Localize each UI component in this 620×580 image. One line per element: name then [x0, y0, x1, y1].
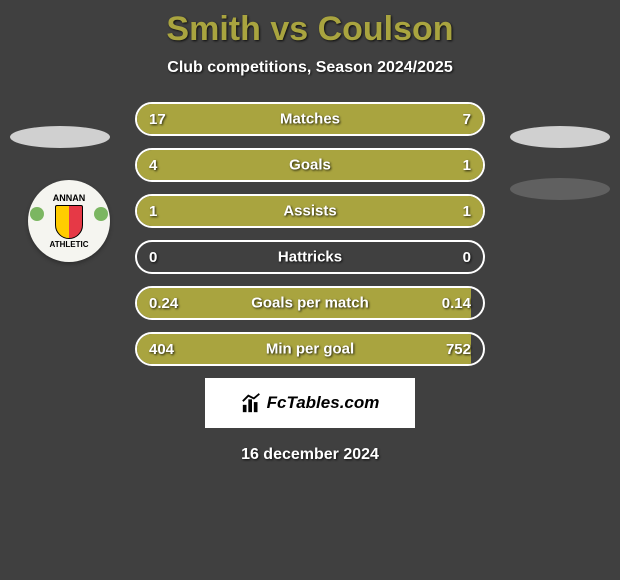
club-badge: ANNAN ATHLETIC [28, 180, 110, 262]
subtitle: Club competitions, Season 2024/2025 [0, 59, 620, 77]
footer-logo-text: FcTables.com [267, 393, 380, 413]
badge-bottom-text: ATHLETIC [50, 241, 89, 249]
stat-label: Assists [283, 203, 336, 220]
stat-bar: 17 7 Matches [135, 102, 485, 136]
stat-left-value: 0 [149, 249, 157, 266]
stat-bar: 0 0 Hattricks [135, 240, 485, 274]
chart-icon [241, 392, 263, 414]
player-right-placeholder-1 [510, 126, 610, 148]
stat-left-value: 0.24 [149, 295, 178, 312]
stat-right-value: 7 [463, 111, 471, 128]
page-title: Smith vs Coulson [0, 10, 620, 49]
stat-label: Goals [289, 157, 331, 174]
thistle-left-icon [30, 207, 44, 221]
footer-date: 16 december 2024 [0, 446, 620, 464]
stat-right-segment: 752 [471, 334, 483, 364]
player-right-placeholder-2 [510, 178, 610, 200]
stat-right-segment: 0.14 [471, 288, 483, 318]
stat-right-segment: 1 [414, 150, 483, 180]
comparison-chart: Smith vs Coulson Club competitions, Seas… [0, 0, 620, 464]
stat-right-value: 0.14 [442, 295, 471, 312]
stats-list: 17 7 Matches 4 1 Goals 1 1 Assists 0 0 Hattricks 0.2… [135, 102, 485, 366]
stat-bar: 404 752 Min per goal [135, 332, 485, 366]
stat-left-segment: 17 [137, 104, 382, 134]
stat-left-value: 17 [149, 111, 166, 128]
badge-content: ANNAN ATHLETIC [35, 187, 103, 255]
stat-label: Hattricks [278, 249, 342, 266]
badge-shield-icon [55, 205, 83, 239]
stat-left-segment: 4 [137, 150, 414, 180]
stat-right-value: 1 [463, 157, 471, 174]
stat-bar: 0.24 0.14 Goals per match [135, 286, 485, 320]
stat-left-value: 1 [149, 203, 157, 220]
stat-label: Goals per match [251, 295, 369, 312]
badge-top-text: ANNAN [53, 194, 86, 203]
stat-label: Min per goal [266, 341, 354, 358]
stat-right-value: 0 [463, 249, 471, 266]
footer-logo: FcTables.com [205, 378, 415, 428]
stat-right-value: 752 [446, 341, 471, 358]
stat-left-value: 4 [149, 157, 157, 174]
stat-left-value: 404 [149, 341, 174, 358]
stat-bar: 1 1 Assists [135, 194, 485, 228]
stat-bar: 4 1 Goals [135, 148, 485, 182]
stat-right-value: 1 [463, 203, 471, 220]
player-left-placeholder [10, 126, 110, 148]
thistle-right-icon [94, 207, 108, 221]
stat-right-segment: 7 [382, 104, 483, 134]
stat-label: Matches [280, 111, 340, 128]
